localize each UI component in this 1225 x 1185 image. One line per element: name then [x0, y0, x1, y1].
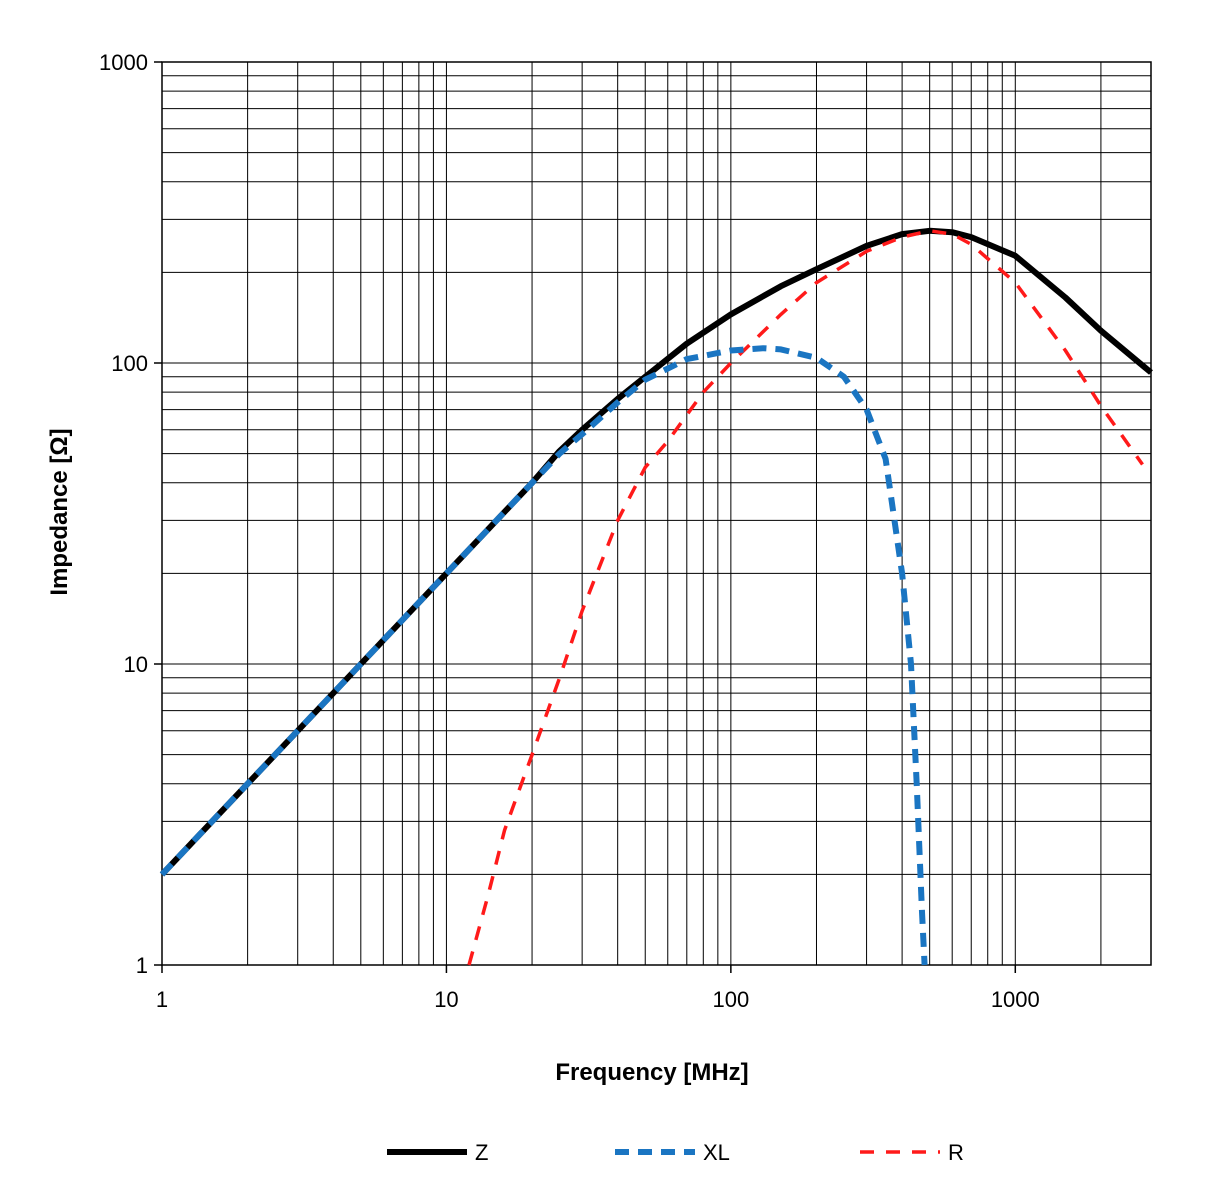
x-tick-label: 1	[156, 987, 168, 1012]
y-axis-label: Impedance [Ω]	[46, 428, 73, 595]
x-axis-label: Frequency [MHz]	[555, 1059, 748, 1086]
tick-labels: 1 10 100 1000 1 10 100 1000	[99, 50, 1040, 1012]
legend: Z XL R	[387, 1140, 964, 1165]
y-tick-label: 1	[136, 953, 148, 978]
y-tick-label: 100	[111, 351, 148, 376]
series-line-r	[467, 229, 1144, 966]
y-tick-label: 1000	[99, 50, 148, 75]
legend-label-z: Z	[475, 1140, 488, 1165]
plot-frame	[161, 61, 1152, 966]
grid-lines	[161, 61, 1152, 966]
x-tick-label: 1000	[991, 987, 1040, 1012]
legend-label-r: R	[948, 1140, 964, 1165]
x-tick-label: 10	[434, 987, 458, 1012]
y-tick-label: 10	[124, 652, 148, 677]
series-lines	[159, 227, 1153, 966]
series-line-xl	[159, 345, 928, 966]
x-tick-label: 100	[713, 987, 750, 1012]
legend-label-xl: XL	[703, 1140, 730, 1165]
